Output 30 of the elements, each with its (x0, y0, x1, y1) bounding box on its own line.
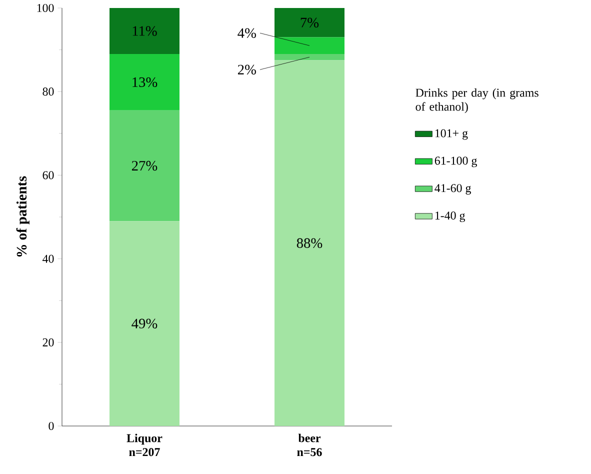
data-label: 49% (132, 318, 158, 328)
bar (110, 110, 180, 222)
legend-label: 1-40 g (435, 212, 466, 222)
data-label: 2% (238, 64, 256, 75)
y-tick-label: 40 (42, 254, 54, 263)
legend-label: 61-100 g (434, 156, 477, 168)
data-label: 88% (296, 238, 322, 248)
y-tick-label: 80 (42, 88, 54, 96)
y-tick-label: 60 (42, 171, 54, 180)
bar (274, 8, 344, 38)
bar (274, 54, 344, 60)
data-label: 11% (132, 26, 157, 36)
bar (110, 8, 180, 54)
bar (110, 221, 180, 426)
bar (274, 37, 344, 54)
y-axis-title: % of patients (16, 176, 30, 257)
y-tick-label: 100 (37, 4, 54, 12)
data-label: 7% (300, 18, 319, 28)
legend-title: Drinks per day (in grams of ethanol) (416, 88, 538, 114)
data-label: 4% (238, 28, 256, 38)
bar (274, 60, 344, 426)
bar (110, 54, 180, 110)
y-tick-label: 20 (42, 338, 54, 346)
data-label: 27% (132, 160, 158, 171)
x-tick-label: beer n=56 (297, 434, 322, 456)
y-tick-label: 0 (48, 422, 54, 430)
x-tick-label: Liquor n=207 (126, 434, 162, 456)
legend-label: 101+ g (435, 129, 468, 140)
legend-label: 41-60 g (434, 184, 472, 195)
data-label: 13% (132, 77, 158, 88)
